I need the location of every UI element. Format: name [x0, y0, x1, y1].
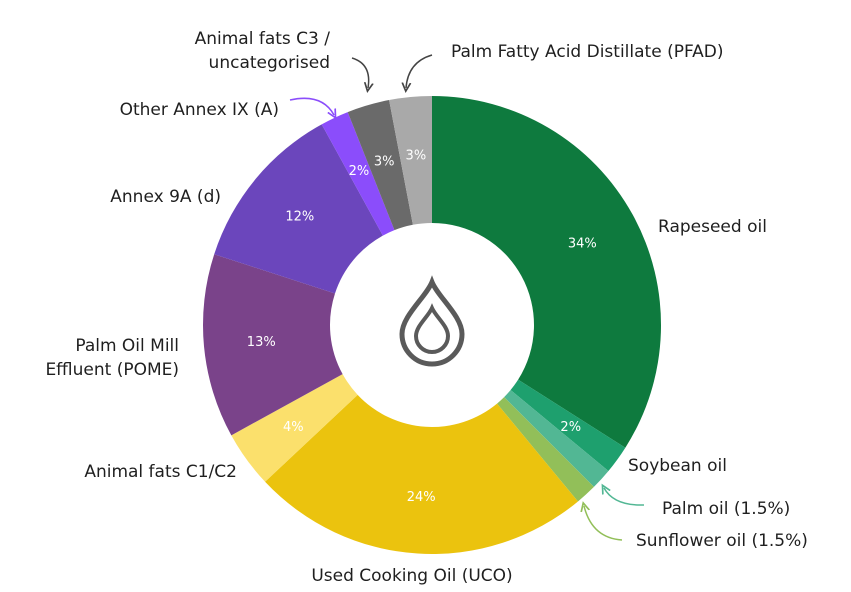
slice-value-soybean-oil: 2%	[560, 420, 581, 435]
slice-label-soybean-oil: Soybean oil	[628, 456, 727, 476]
slice-value-used-cooking-oil-uco: 24%	[407, 490, 436, 505]
slice-name-labels: Rapeseed oil Soybean oil Palm oil (1.5%) Su…	[45, 29, 807, 586]
slice-label-palm-oil-1-5: Palm oil (1.5%)	[662, 499, 790, 519]
slice-value-labels: 34% 2% 24% 4% 13% 12% 2% 3% 3%	[247, 148, 597, 505]
slice-soybean-oil	[510, 379, 626, 471]
slice-value-other-annex-ix-a: 2%	[349, 164, 370, 179]
callout-arrows	[289, 54, 645, 541]
slice-value-rapeseed-oil: 34%	[568, 236, 597, 251]
slice-animal-fats-c3-uncategorised	[347, 100, 413, 231]
slice-other-annex-ix-a	[321, 112, 395, 236]
arrow-other-annex	[289, 97, 334, 115]
slice-rapeseed-oil	[432, 96, 662, 448]
slice-value-animal-fats-c3-uncategorised: 3%	[374, 154, 395, 169]
slice-animal-fats-c1-c2	[231, 374, 358, 482]
slice-label-annex-9a-d: Annex 9A (d)	[110, 187, 221, 207]
slice-label-sunflower-oil-1-5: Sunflower oil (1.5%)	[636, 531, 808, 551]
slice-palm-oil-1-5	[504, 390, 609, 487]
slice-used-cooking-oil-uco	[265, 394, 578, 554]
slice-value-animal-fats-c1-c2: 4%	[283, 420, 304, 435]
slice-palm-oil-mill-effluent-pome	[203, 254, 343, 436]
slice-label-used-cooking-oil-uco: Used Cooking Oil (UCO)	[311, 566, 512, 586]
slice-label-animal-fats-c1-c2: Animal fats C1/C2	[84, 462, 237, 482]
arrow-animal-fats-c3	[351, 57, 369, 88]
slice-value-annex-9a-d: 12%	[285, 210, 314, 225]
slice-value-palm-fatty-acid-distillate-pfad: 3%	[406, 148, 427, 163]
slice-label-palm-oil-mill-effluent-pome: Palm Oil Mill Effluent (POME)	[45, 336, 179, 380]
slice-label-rapeseed-oil: Rapeseed oil	[658, 217, 767, 237]
arrow-sunflower-oil	[584, 506, 623, 541]
slice-label-palm-fatty-acid-distillate-pfad: Palm Fatty Acid Distillate (PFAD)	[451, 42, 724, 62]
slice-label-other-annex-ix-a: Other Annex IX (A)	[120, 100, 279, 120]
donut-slices	[203, 96, 662, 554]
slice-palm-fatty-acid-distillate-pfad	[389, 96, 432, 225]
arrow-pfad	[406, 54, 433, 88]
slice-sunflower-oil-1-5	[497, 397, 594, 502]
slice-value-palm-oil-mill-effluent-pome: 13%	[247, 335, 276, 350]
slice-label-animal-fats-c3-uncategorised: Animal fats C3 /uncategorised	[195, 29, 331, 73]
oil-drop-icon	[399, 275, 465, 367]
arrow-palm-oil	[604, 488, 645, 506]
slice-annex-9a-d	[214, 124, 383, 294]
